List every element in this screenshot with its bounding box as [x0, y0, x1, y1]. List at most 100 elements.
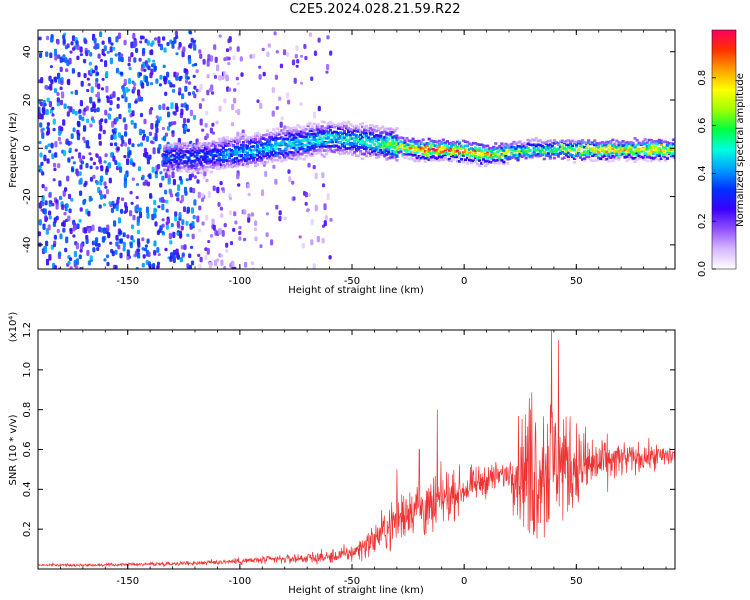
heatmap-cell — [673, 150, 675, 153]
heatmap-cell — [280, 140, 284, 144]
heatmap-cell — [314, 143, 318, 146]
heatmap-cell — [177, 147, 181, 151]
heatmap-cell — [316, 128, 320, 131]
heatmap-cell — [367, 138, 371, 141]
heatmap-cell — [103, 181, 107, 186]
heatmap-cell — [107, 162, 112, 169]
heatmap-cell — [199, 145, 203, 149]
heatmap-cell — [486, 153, 490, 156]
heatmap-cell — [536, 143, 540, 146]
heatmap-cell — [443, 141, 447, 144]
heatmap-cell — [80, 80, 84, 87]
heatmap-cell — [288, 156, 292, 160]
heatmap-cell — [605, 143, 609, 147]
heatmap-cell — [292, 143, 296, 146]
heatmap-cell — [429, 152, 433, 155]
heatmap-cell — [179, 151, 183, 154]
heatmap-cell — [294, 129, 298, 132]
heatmap-cell — [425, 154, 429, 157]
heatmap-cell — [308, 133, 312, 136]
heatmap-cell — [211, 122, 215, 127]
heatmap-cell — [544, 145, 548, 149]
heatmap-cell — [131, 143, 135, 148]
heatmap-cell — [187, 165, 191, 168]
heatmap-cell — [288, 140, 292, 144]
heatmap-cell — [274, 139, 278, 142]
heatmap-cell — [613, 145, 617, 149]
heatmap-cell — [492, 152, 496, 155]
heatmap-cell — [138, 57, 142, 62]
heatmap-cell — [258, 137, 262, 141]
heatmap-cell — [173, 111, 177, 116]
heatmap-cell — [365, 154, 369, 158]
heatmap-cell — [286, 132, 290, 135]
heatmap-cell — [306, 148, 310, 152]
heatmap-cell — [435, 152, 439, 155]
heatmap-cell — [369, 152, 373, 155]
heatmap-cell — [435, 157, 439, 160]
heatmap-cell — [581, 151, 585, 155]
heatmap-cell — [184, 125, 188, 130]
heatmap-cell — [98, 156, 102, 163]
heatmap-cell — [619, 142, 623, 145]
heatmap-cell — [206, 247, 210, 255]
heatmap-cell — [645, 141, 649, 144]
heatmap-cell — [221, 230, 225, 237]
heatmap-cell — [367, 144, 371, 147]
heatmap-cell — [83, 58, 87, 64]
heatmap-cell — [334, 144, 338, 148]
heatmap-cell — [338, 137, 342, 140]
heatmap-cell — [177, 162, 181, 166]
heatmap-cell — [95, 78, 99, 83]
heatmap-cell — [274, 134, 278, 137]
heatmap-cell — [653, 151, 657, 154]
heatmap-cell — [641, 149, 645, 152]
heatmap-cell — [151, 166, 155, 173]
heatmap-cell — [496, 155, 500, 159]
heatmap-cell — [73, 225, 78, 231]
heatmap-cell — [189, 161, 193, 165]
heatmap-cell — [593, 139, 597, 142]
heatmap-cell — [184, 191, 188, 196]
heatmap-cell — [405, 154, 409, 158]
heatmap-cell — [403, 144, 407, 148]
heatmap-cell — [64, 187, 68, 192]
heatmap-cell — [518, 150, 522, 153]
heatmap-cell — [223, 156, 227, 159]
heatmap-cell — [312, 149, 316, 152]
heatmap-cell — [150, 122, 154, 130]
heatmap-cell — [270, 147, 274, 151]
heatmap-cell — [643, 138, 647, 141]
heatmap-cell — [389, 142, 393, 145]
heatmap-cell — [415, 148, 419, 152]
heatmap-cell — [193, 150, 197, 154]
heatmap-cell — [302, 131, 306, 134]
heatmap-cell — [218, 75, 222, 81]
heatmap-cell — [202, 58, 206, 65]
heatmap-cell — [250, 149, 254, 152]
heatmap-cell — [443, 153, 447, 157]
heatmap-cell — [476, 162, 480, 166]
heatmap-cell — [445, 152, 449, 156]
heatmap-cell — [89, 255, 93, 261]
heatmap-cell — [227, 142, 231, 146]
heatmap-cell — [201, 158, 205, 161]
heatmap-cell — [247, 154, 252, 157]
heatmap-cell — [375, 136, 379, 140]
heatmap-cell — [72, 161, 76, 165]
heatmap-cell — [98, 204, 102, 209]
heatmap-cell — [225, 74, 229, 82]
heatmap-cell — [282, 137, 286, 141]
heatmap-cell — [443, 147, 447, 150]
heatmap-cell — [198, 228, 202, 233]
chart-title: C2E5.2024.028.21.59.R22 — [289, 2, 461, 17]
heatmap-cell — [514, 147, 518, 151]
heatmap-cell — [597, 158, 601, 161]
heatmap-cell — [361, 139, 365, 143]
heatmap-cell — [207, 147, 211, 150]
snr-y-scale-note: (x10⁴) — [8, 312, 19, 343]
colorbar-gradient — [711, 29, 737, 270]
heatmap-cell — [57, 72, 61, 80]
heatmap-cell — [191, 160, 195, 163]
heatmap-cell — [49, 200, 53, 204]
